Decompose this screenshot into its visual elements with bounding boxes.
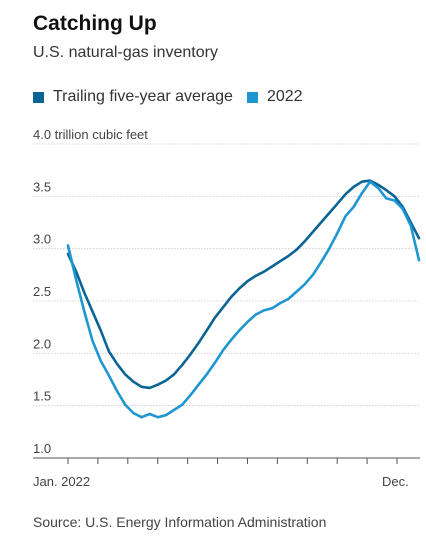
y-tick-label: 3.5 — [33, 179, 51, 194]
x-axis: Jan. 2022 Dec. — [33, 458, 409, 489]
chart-title: Catching Up — [33, 12, 157, 35]
y-tick-label: 1.0 — [33, 441, 51, 456]
chart-subtitle: U.S. natural-gas inventory — [33, 44, 218, 61]
legend-swatch-five-year-average — [33, 91, 44, 103]
y-tick-label: 1.5 — [33, 389, 51, 404]
series-lines — [66, 179, 421, 419]
source-note: Source: U.S. Energy Information Administ… — [33, 514, 327, 530]
series-line-2022 — [66, 180, 421, 419]
line-chart: 1.0 1.5 2.0 2.5 3.0 3.5 4.0 trillion cubic fee… — [33, 127, 421, 489]
legend: Trailing five-year average 2022 — [33, 88, 317, 106]
series-line-five-year-average — [66, 179, 421, 390]
legend-label: Trailing five-year average — [53, 88, 233, 105]
legend-label: 2022 — [266, 88, 303, 105]
x-tick-label: Dec. — [382, 474, 409, 489]
y-axis-labels: 1.0 1.5 2.0 2.5 3.0 3.5 4.0 trillion cubic fee… — [33, 127, 148, 456]
y-tick-label: 2.0 — [33, 336, 51, 351]
x-tick-label: Jan. 2022 — [33, 474, 90, 489]
y-tick-label: 2.5 — [33, 284, 51, 299]
legend-item-five-year-average: Trailing five-year average — [33, 88, 233, 106]
y-tick-label: 3.0 — [33, 232, 51, 247]
legend-swatch-2022 — [246, 91, 258, 103]
y-tick-label: 4.0 trillion cubic feet — [33, 127, 148, 142]
legend-item-2022: 2022 — [246, 88, 303, 106]
